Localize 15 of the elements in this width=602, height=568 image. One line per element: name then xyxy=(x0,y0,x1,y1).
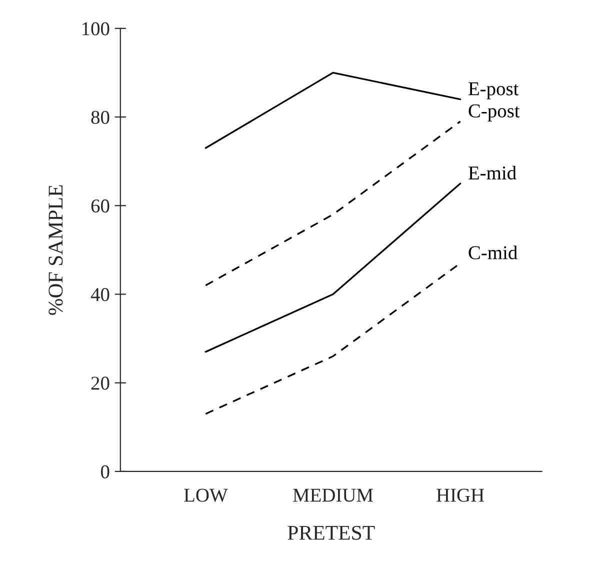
series-label: C-mid xyxy=(468,246,518,260)
y-tick-label: 60 xyxy=(91,199,110,213)
series-label: E-post xyxy=(468,82,519,100)
x-tick-label: HIGH xyxy=(436,488,484,502)
y-tick-label: 100 xyxy=(82,22,110,36)
y-tick-label: 0 xyxy=(101,465,110,478)
y-axis-title: %OF SAMPLE xyxy=(48,185,63,315)
x-tick-label: LOW xyxy=(184,488,228,502)
y-tick-label: 80 xyxy=(91,110,110,124)
series-label: C-post xyxy=(468,104,520,122)
x-axis-title: PRETEST xyxy=(288,526,375,540)
series-label: E-mid xyxy=(468,166,516,180)
y-tick-label: 20 xyxy=(91,376,110,390)
y-tick-label: 40 xyxy=(90,288,110,302)
x-tick-label: MEDIUM xyxy=(293,488,373,502)
